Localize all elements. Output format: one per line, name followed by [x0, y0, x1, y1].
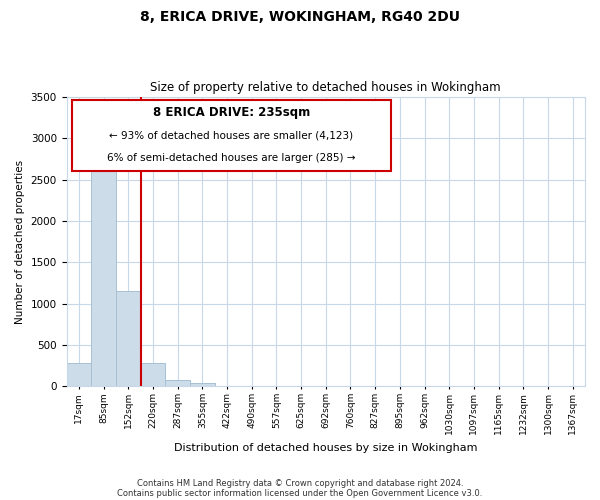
Bar: [67, 364, 91, 386]
Text: ← 93% of detached houses are smaller (4,123): ← 93% of detached houses are smaller (4,…: [109, 130, 353, 140]
X-axis label: Distribution of detached houses by size in Wokingham: Distribution of detached houses by size …: [174, 442, 478, 452]
Text: 8, ERICA DRIVE, WOKINGHAM, RG40 2DU: 8, ERICA DRIVE, WOKINGHAM, RG40 2DU: [140, 10, 460, 24]
Title: Size of property relative to detached houses in Wokingham: Size of property relative to detached ho…: [151, 82, 501, 94]
Text: 6% of semi-detached houses are larger (285) →: 6% of semi-detached houses are larger (2…: [107, 153, 355, 163]
Bar: [116, 292, 140, 386]
Text: Contains public sector information licensed under the Open Government Licence v3: Contains public sector information licen…: [118, 488, 482, 498]
Bar: [190, 383, 215, 386]
Bar: [140, 363, 165, 386]
Bar: [91, 168, 116, 386]
Text: 8 ERICA DRIVE: 235sqm: 8 ERICA DRIVE: 235sqm: [152, 106, 310, 119]
Bar: [165, 380, 190, 386]
FancyBboxPatch shape: [72, 100, 391, 171]
Y-axis label: Number of detached properties: Number of detached properties: [15, 160, 25, 324]
Text: Contains HM Land Registry data © Crown copyright and database right 2024.: Contains HM Land Registry data © Crown c…: [137, 478, 463, 488]
